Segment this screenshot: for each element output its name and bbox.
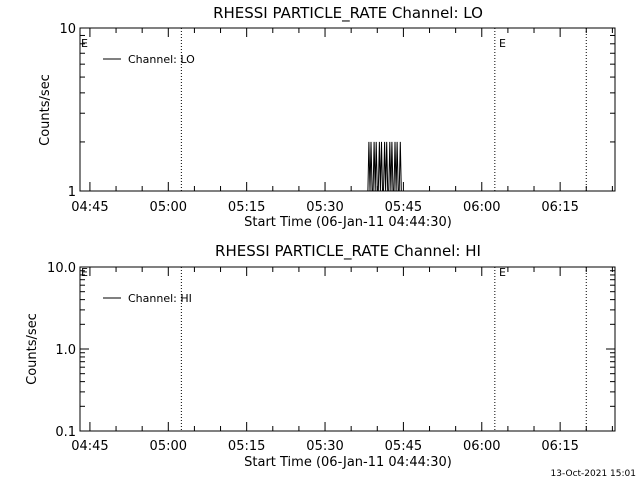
- y-axis-label-hi: Counts/sec: [25, 313, 40, 385]
- x-axis-label-lo: Start Time (06-Jan-11 04:44:30): [244, 215, 452, 230]
- y-tick-label: 1: [68, 185, 76, 200]
- legend-label-hi: Channel: HI: [128, 292, 192, 305]
- footer-timestamp: 13-Oct-2021 15:01: [551, 469, 636, 479]
- series-lo: [367, 141, 402, 192]
- x-tick-label: 05:45: [385, 439, 422, 454]
- x-tick-label: 06:00: [463, 200, 500, 215]
- vertical-markers-lo: [180, 28, 587, 191]
- event-flag-hi-2: E: [499, 266, 506, 279]
- panel-lo: RHESSI PARTICLE_RATE Channel: LO 04:45 05…: [38, 4, 616, 230]
- y-tick-label: 0.1: [55, 425, 76, 440]
- x-tick-label: 05:45: [385, 200, 422, 215]
- y-axis-lo: 1 10: [59, 22, 615, 200]
- vertical-markers-hi: [180, 267, 587, 431]
- x-tick-label: 04:45: [71, 439, 108, 454]
- y-axis-label-lo: Counts/sec: [38, 74, 53, 146]
- chart-title-lo: RHESSI PARTICLE_RATE Channel: LO: [213, 4, 483, 23]
- x-tick-label: 05:15: [228, 200, 265, 215]
- x-tick-label: 06:15: [541, 200, 578, 215]
- y-tick-label: 10: [59, 22, 76, 37]
- x-tick-labels-lo: 04:45 05:00 05:15 05:30 05:45 06:00 06:15: [71, 200, 579, 215]
- x-tick-label: 04:45: [71, 200, 108, 215]
- x-axis-label-hi: Start Time (06-Jan-11 04:44:30): [244, 455, 452, 470]
- x-tick-label: 06:15: [541, 439, 578, 454]
- x-tick-label: 05:00: [150, 439, 187, 454]
- x-tick-label: 05:30: [306, 439, 343, 454]
- y-tick-label: 1.0: [55, 343, 76, 358]
- chart-title-hi: RHESSI PARTICLE_RATE Channel: HI: [215, 242, 481, 261]
- event-flag-lo-2: E: [499, 37, 506, 50]
- x-tick-label: 05:00: [150, 200, 187, 215]
- legend-label-lo: Channel: LO: [128, 53, 195, 66]
- panel-hi: RHESSI PARTICLE_RATE Channel: HI 04:45 05…: [25, 242, 616, 470]
- event-flag-lo-1: E: [81, 37, 88, 50]
- x-axis-lo: [89, 28, 613, 191]
- x-tick-label: 05:30: [306, 200, 343, 215]
- x-tick-label: 05:15: [228, 439, 265, 454]
- x-axis-hi: [89, 267, 613, 431]
- event-flag-hi-1: E: [81, 266, 88, 279]
- y-axis-hi: 0.1 1.0 10.0: [47, 261, 615, 440]
- x-tick-labels-hi: 04:45 05:00 05:15 05:30 05:45 06:00 06:15: [71, 439, 579, 454]
- plot-frame-lo: [79, 27, 616, 192]
- series-line: [367, 141, 402, 192]
- x-tick-label: 06:00: [463, 439, 500, 454]
- y-tick-label: 10.0: [47, 261, 76, 276]
